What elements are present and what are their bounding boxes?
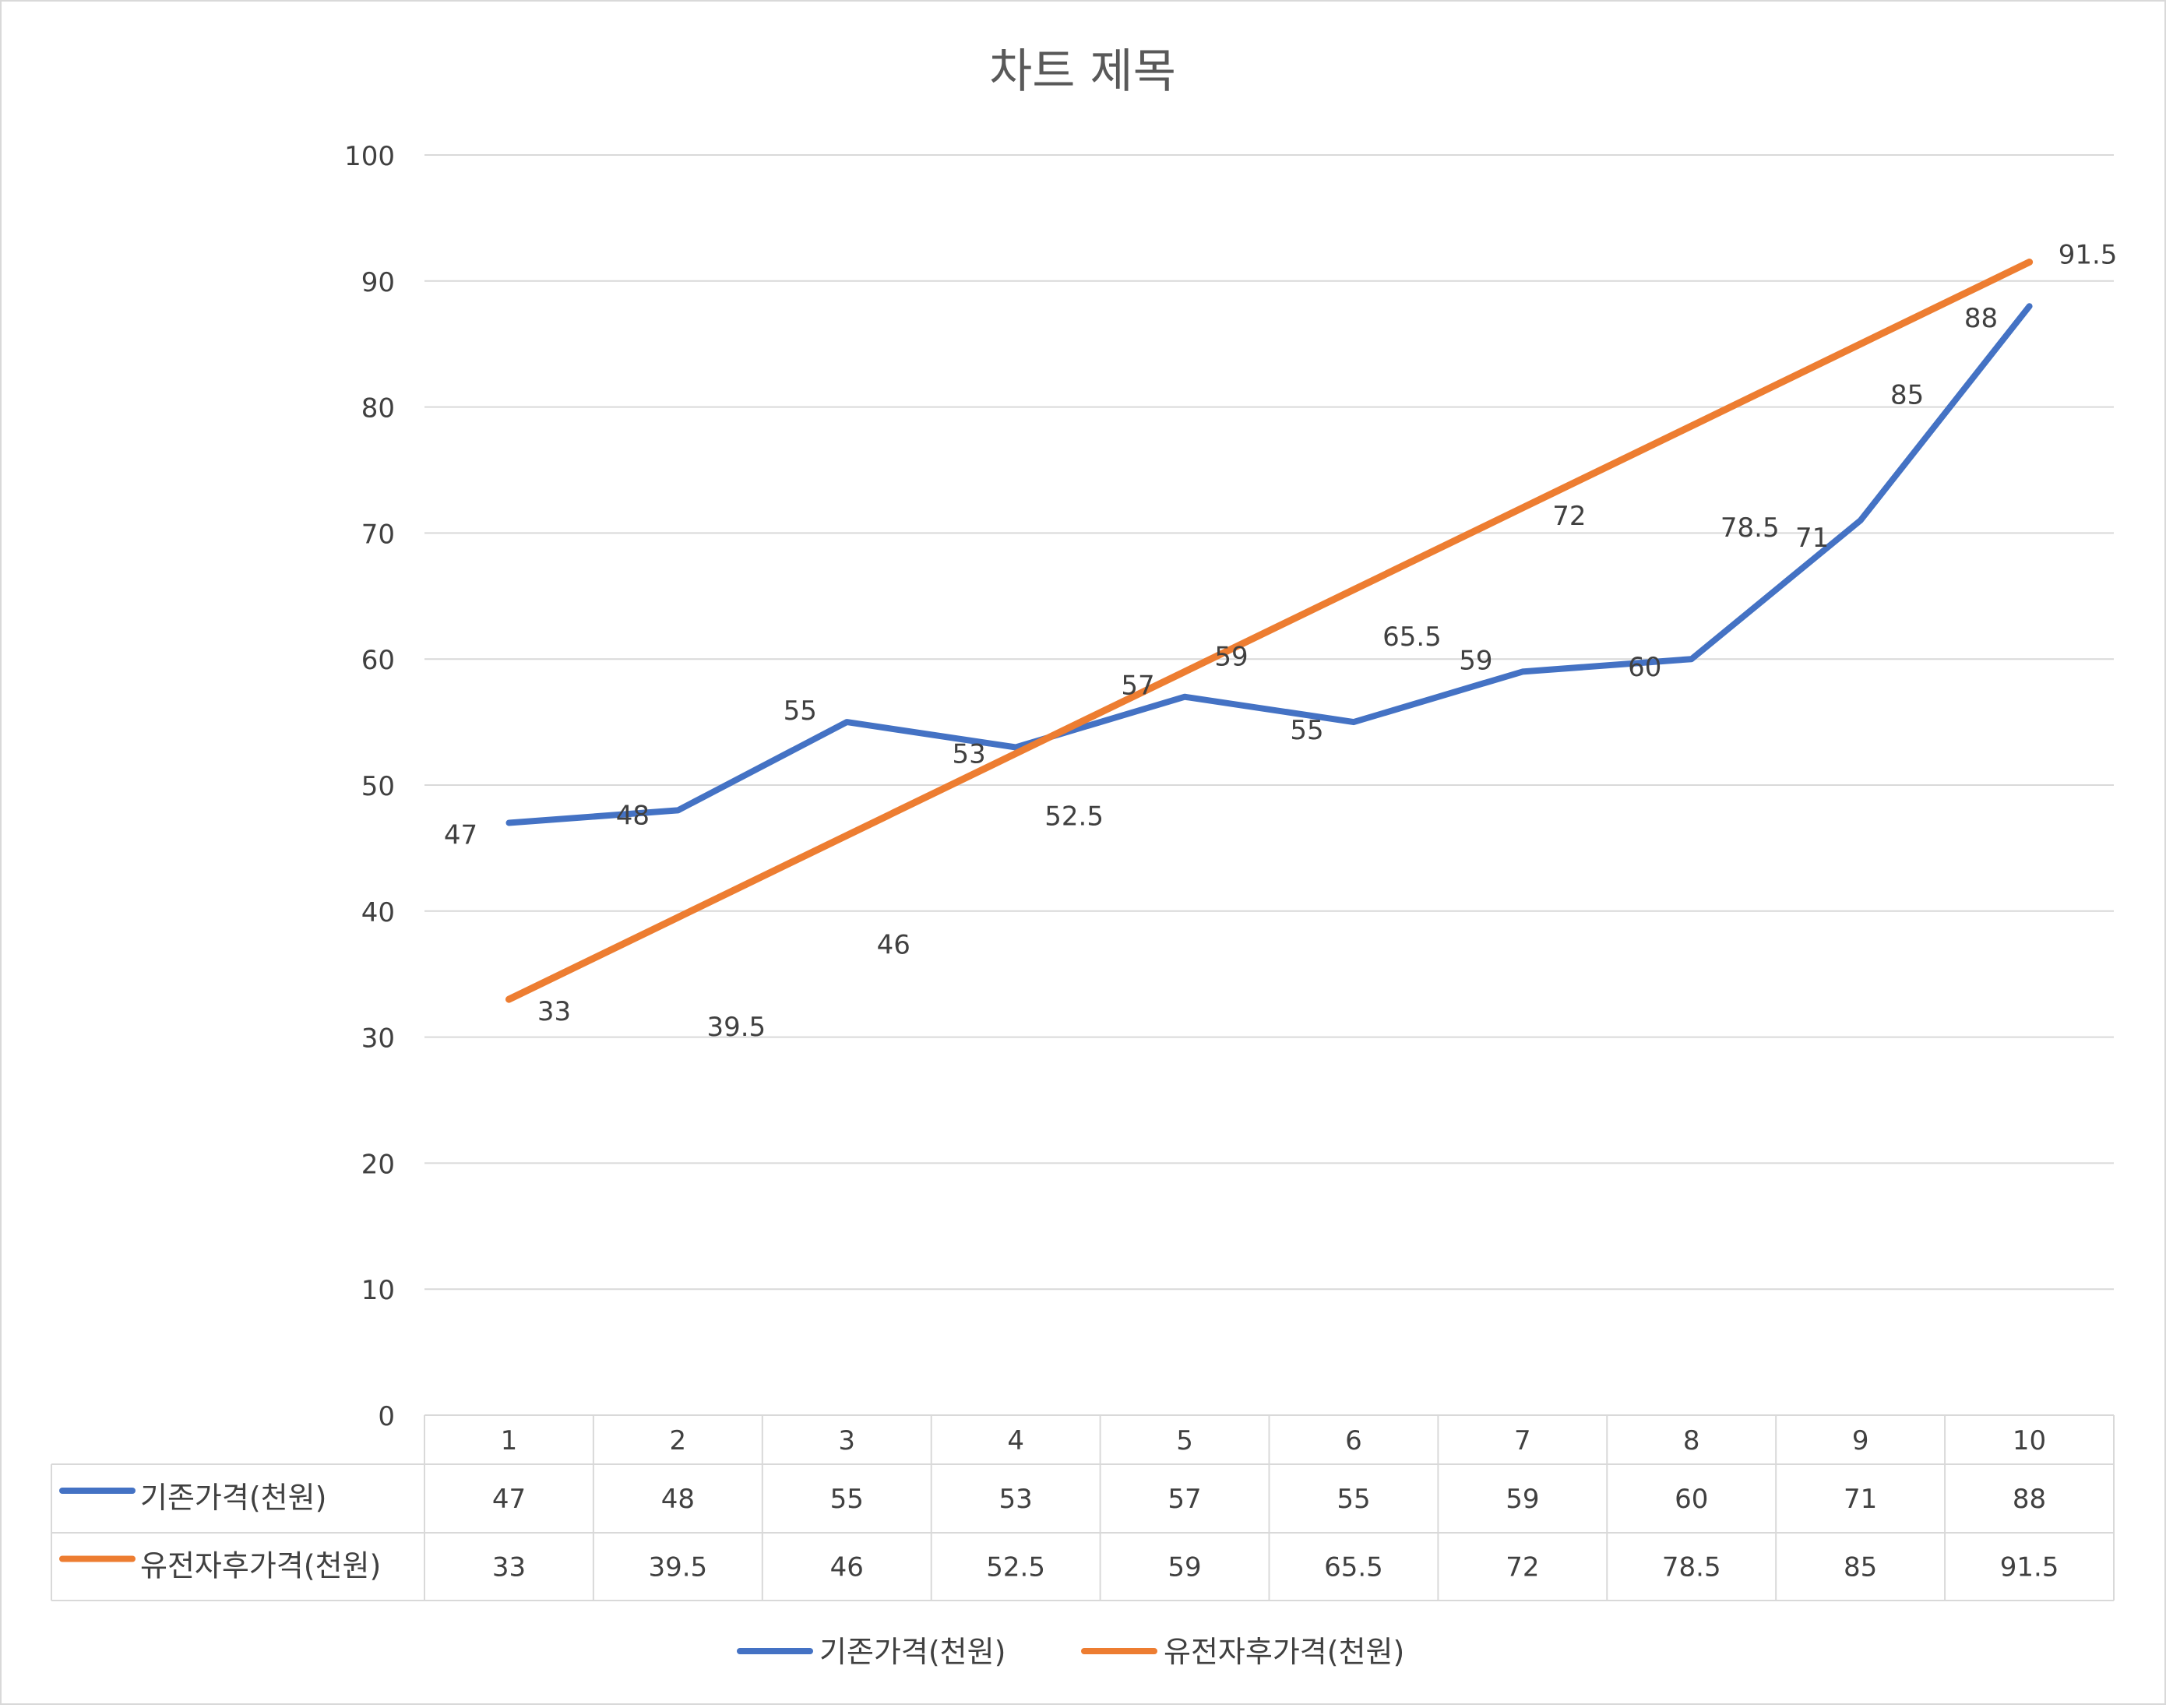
chart-title: 차트 제목 [989,44,1176,99]
legend-label: 유전자후가격(천원) [1164,1635,1404,1669]
data-label: 46 [877,930,910,961]
data-label: 91.5 [2059,240,2118,271]
y-tick-label: 60 [361,645,395,676]
table-cell: 47 [492,1484,526,1515]
data-label: 60 [1628,652,1661,683]
table-cell: 65.5 [1324,1552,1383,1583]
x-tick-label: 5 [1176,1425,1193,1456]
table-cell: 59 [1506,1484,1539,1515]
y-axis-ticks: 0 10 20 30 40 50 60 70 80 90 100 [344,141,395,1432]
table-cell: 39.5 [648,1552,707,1583]
x-tick-label: 1 [501,1425,518,1456]
table-cell: 85 [1844,1552,1877,1583]
data-labels: 47 48 55 53 57 55 59 60 71 88 33 39.5 46 52.5 59 65.5 72… [444,240,2118,1043]
data-label: 52.5 [1044,801,1104,833]
data-label: 85 [1890,380,1924,411]
table-cell: 88 [2013,1484,2046,1515]
legend: 기존가격(천원) 유전자후가격(천원) [737,1635,1404,1669]
data-label: 72 [1552,501,1586,532]
x-tick-label: 3 [838,1425,855,1456]
x-tick-label: 8 [1683,1425,1700,1456]
y-tick-label: 20 [361,1149,395,1180]
data-label: 78.5 [1720,512,1780,544]
table-cell: 55 [1337,1484,1370,1515]
data-label: 33 [537,996,571,1027]
y-tick-label: 90 [361,267,395,298]
data-label: 65.5 [1382,622,1442,653]
data-label: 59 [1459,645,1492,676]
y-tick-label: 80 [361,393,395,424]
table-cell: 48 [661,1484,695,1515]
x-tick-label: 6 [1345,1425,1362,1456]
table-cell: 52.5 [986,1552,1045,1583]
x-tick-label: 4 [1007,1425,1024,1456]
y-tick-label: 30 [361,1023,395,1055]
table-cell: 33 [492,1552,526,1583]
data-label: 88 [1964,303,1998,334]
series-line-2 [505,259,2034,1003]
data-label: 39.5 [706,1012,766,1043]
data-label: 55 [784,696,817,727]
x-tick-label: 9 [1852,1425,1869,1456]
table-series-name: 유전자후가격(천원) [140,1549,381,1583]
legend-label: 기존가격(천원) [819,1635,1006,1669]
data-label: 47 [444,820,477,851]
table-cell: 91.5 [2000,1552,2059,1583]
data-label: 71 [1795,523,1829,554]
table-cell: 57 [1168,1484,1201,1515]
series-line-1 [505,303,2033,826]
data-label: 53 [953,738,986,769]
data-label: 59 [1214,641,1248,672]
x-tick-label: 2 [670,1425,687,1456]
data-label: 55 [1290,715,1323,746]
y-tick-label: 40 [361,897,395,928]
table-cell: 71 [1844,1484,1877,1515]
x-tick-label: 7 [1514,1425,1531,1456]
gridlines [424,154,2114,1291]
x-tick-label: 10 [2013,1425,2046,1456]
y-tick-label: 0 [378,1401,395,1432]
table-cell: 55 [830,1484,864,1515]
table-cell: 59 [1168,1552,1201,1583]
y-tick-label: 70 [361,519,395,550]
table-cell: 46 [830,1552,864,1583]
y-tick-label: 10 [361,1275,395,1306]
data-table: 1 2 3 4 5 6 7 8 9 10 기존가격(천원) 47 48 55 53 57 55 59 60 71 88 유… [51,1414,2115,1601]
table-series-name: 기존가격(천원) [140,1481,326,1515]
y-tick-label: 100 [344,141,395,172]
y-tick-label: 50 [361,771,395,802]
table-cell: 60 [1675,1484,1708,1515]
table-cell: 72 [1506,1552,1539,1583]
series-lines [505,259,2034,1003]
data-label: 57 [1121,671,1154,702]
table-cell: 53 [999,1484,1033,1515]
data-label: 48 [616,800,650,831]
table-cell: 78.5 [1662,1552,1721,1583]
